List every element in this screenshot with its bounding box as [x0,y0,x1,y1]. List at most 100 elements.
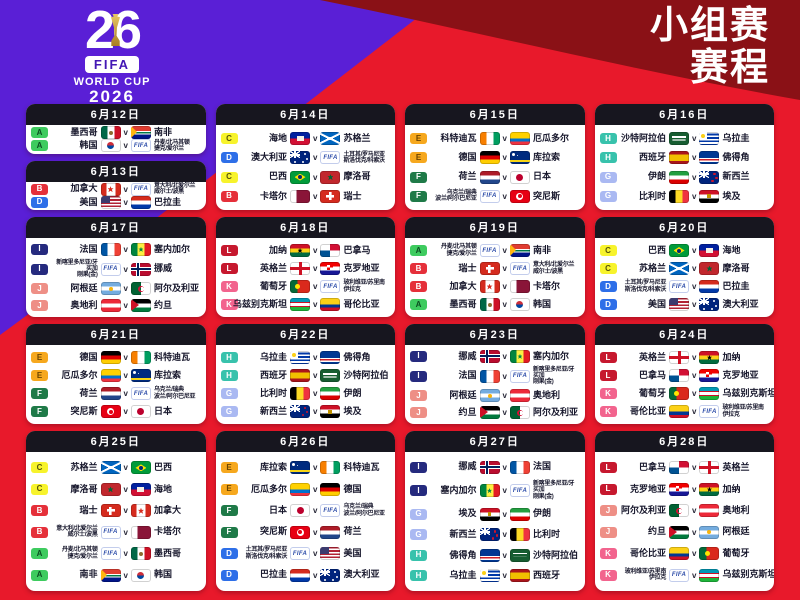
date-card: 6月17日 I 法国 v 塞内加尔 I 新喀里多尼亚/牙买加 刚果(金) FIFA v 挪威 J 阿根… [26,217,206,317]
group-b-badge: B [31,505,48,517]
flag-por-icon [290,280,311,293]
flag-bel-icon [669,189,690,203]
away-team: FIFA 新喀里多尼亚/牙买加 刚果(金) [509,481,580,500]
match-list: C 苏格兰 v 巴西 C 摩洛哥 v 海地 B 瑞士 v 加拿大 B 意大利/北爱尔兰 威尔士/波黑 FIF… [26,452,206,591]
date-card: 6月25日 C 苏格兰 v 巴西 C 摩洛哥 v 海地 B 瑞士 v 加拿大 B 意大利/北爱尔兰 威尔士/… [26,431,206,591]
match-row: H 佛得角 v 沙特阿拉伯 [410,548,580,562]
flag-pan-icon [669,369,690,382]
vs-separator: v [313,389,318,398]
group-g-badge: G [220,406,238,417]
home-team-name: 瑞士 [79,505,98,516]
flag-col-icon [669,405,690,418]
flag-arg-icon [479,389,500,403]
home-team-name: 意大利/北爱尔兰 威尔士/波黑 [56,525,98,539]
away-team-name: 乌克兰/瑞典 波兰/阿尔巴尼亚 [153,387,196,400]
home-team-name: 突尼斯 [70,405,98,416]
vs-separator: v [313,153,318,163]
match-row: A 南非 v 韩国 [31,568,201,582]
flag-aus-icon [290,151,311,165]
match-row: A 韩国 v FIFA 丹麦/北马其顿 捷克/爱尔兰 [31,139,201,153]
flag-uru-icon [699,132,720,146]
group-k-badge: K [220,299,238,310]
home-team: 库拉索 [241,461,311,475]
away-team: FIFA 新喀里多尼亚/牙买加 刚果(金) [509,367,580,386]
group-l-badge: L [599,370,617,381]
vs-separator: v [313,463,318,473]
vs-separator: v [502,462,507,472]
away-team: 克罗地亚 [320,262,390,275]
away-team-name: 沙特阿拉伯 [343,369,389,380]
vs-separator: v [502,246,507,255]
home-team: 奥地利 [51,299,121,313]
home-team-name: 苏格兰 [639,262,667,273]
group-d-badge: D [599,299,617,310]
home-team: 南非 [51,568,121,582]
fifa-playoff-badge-icon: FIFA [320,151,341,165]
group-c-badge: C [31,462,48,474]
date-card: 6月15日 E 科特迪瓦 v 厄瓜多尔 E 德国 v 库拉索 F 荷兰 v 日本 F 乌克兰/瑞典 波兰/阿… [405,104,585,210]
vs-separator: v [502,351,507,361]
home-team-name: 新喀里多尼亚/牙买加 刚果(金) [56,259,98,279]
match-row: D 土耳其/罗马尼亚 斯洛伐克/科索沃 FIFA v 美国 [220,547,391,561]
home-team: 英格兰 [241,262,311,275]
home-team: 乌克兰/瑞典 波兰/阿尔巴尼亚 FIFA [430,189,500,203]
date-header: 6月20日 [594,217,774,238]
home-team: 巴拿马 [620,461,690,475]
flag-pan-icon [320,244,341,257]
group-b-badge: B [410,263,427,274]
vs-separator: v [692,134,697,144]
vs-separator: v [313,134,318,144]
flag-irn-icon [509,507,530,521]
date-card: 6月28日 L 巴拿马 v 英格兰 L 克罗地亚 v 加纳 J 阿尔及利亚 v 奥地利 J 约旦 v 阿根廷 K 哥… [594,431,774,591]
home-team: 巴拿马 [620,369,690,382]
date-header: 6月23日 [405,324,585,345]
home-team-name: 比利时 [260,387,288,398]
away-team-name: 乌克兰/瑞典 波兰/阿尔巴尼亚 [343,504,385,517]
logo-26: 26 [52,3,172,57]
home-team: 新西兰 [241,405,311,418]
match-row: I 挪威 v 塞内加尔 [410,349,580,363]
fifa-playoff-badge-icon: FIFA [669,280,690,293]
away-team-name: 库拉索 [153,369,181,380]
away-team: FIFA 意大利/北爱尔兰 威尔士/波黑 [130,182,201,196]
match-list: H 沙特阿拉伯 v 乌拉圭 H 西班牙 v 佛得角 G 伊朗 v 新西兰 G 比利时 v 埃及 [595,125,775,210]
date-header: 6月27日 [405,431,585,452]
fifa-playoff-badge-icon: FIFA [479,189,500,203]
match-row: B 卡塔尔 v 瑞士 [220,189,391,203]
home-team: 哥伦比亚 [620,547,690,561]
away-team: 澳大利亚 [699,298,769,311]
world-cup-trophy-icon [111,14,120,46]
group-j-badge: J [599,505,617,517]
home-team-name: 沙特阿拉伯 [621,132,667,143]
away-team-name: 沙特阿拉伯 [532,549,578,560]
home-team: 厄瓜多尔 [51,369,121,382]
vs-separator: v [502,172,507,182]
home-team-name: 突尼斯 [260,526,288,537]
home-team: 乌拉圭 [241,351,311,364]
vs-separator: v [123,463,128,473]
flag-hai-icon [130,482,151,496]
away-team: 科特迪瓦 [130,351,201,364]
flag-aus-icon [699,298,720,311]
home-team: 德国 [430,151,500,165]
vs-separator: v [692,407,697,416]
vs-separator: v [123,128,128,138]
home-team: 约旦 [430,406,500,420]
vs-separator: v [313,549,318,559]
home-team: 哥伦比亚 [620,405,690,418]
home-team-name: 丹麦/北马其顿 捷克/爱尔兰 [61,547,98,560]
flag-fra-icon [479,369,500,383]
group-l-badge: L [599,352,617,363]
vs-separator: v [502,509,507,519]
home-team-name: 挪威 [458,461,477,472]
home-team-name: 西班牙 [639,152,667,163]
vs-separator: v [502,371,507,381]
away-team-name: 南非 [153,126,172,137]
flag-mex-icon [100,126,121,140]
home-team: 美国 [620,298,690,311]
group-k-badge: K [599,548,617,560]
away-team: 加拿大 [130,504,201,518]
date-card: 6月19日 A 丹麦/北马其顿 捷克/爱尔兰 FIFA v 南非 B 瑞士 v FIFA 意大利/北… [405,217,585,317]
away-team: 哥伦比亚 [320,298,390,311]
away-team-name: 墨西哥 [153,547,181,558]
